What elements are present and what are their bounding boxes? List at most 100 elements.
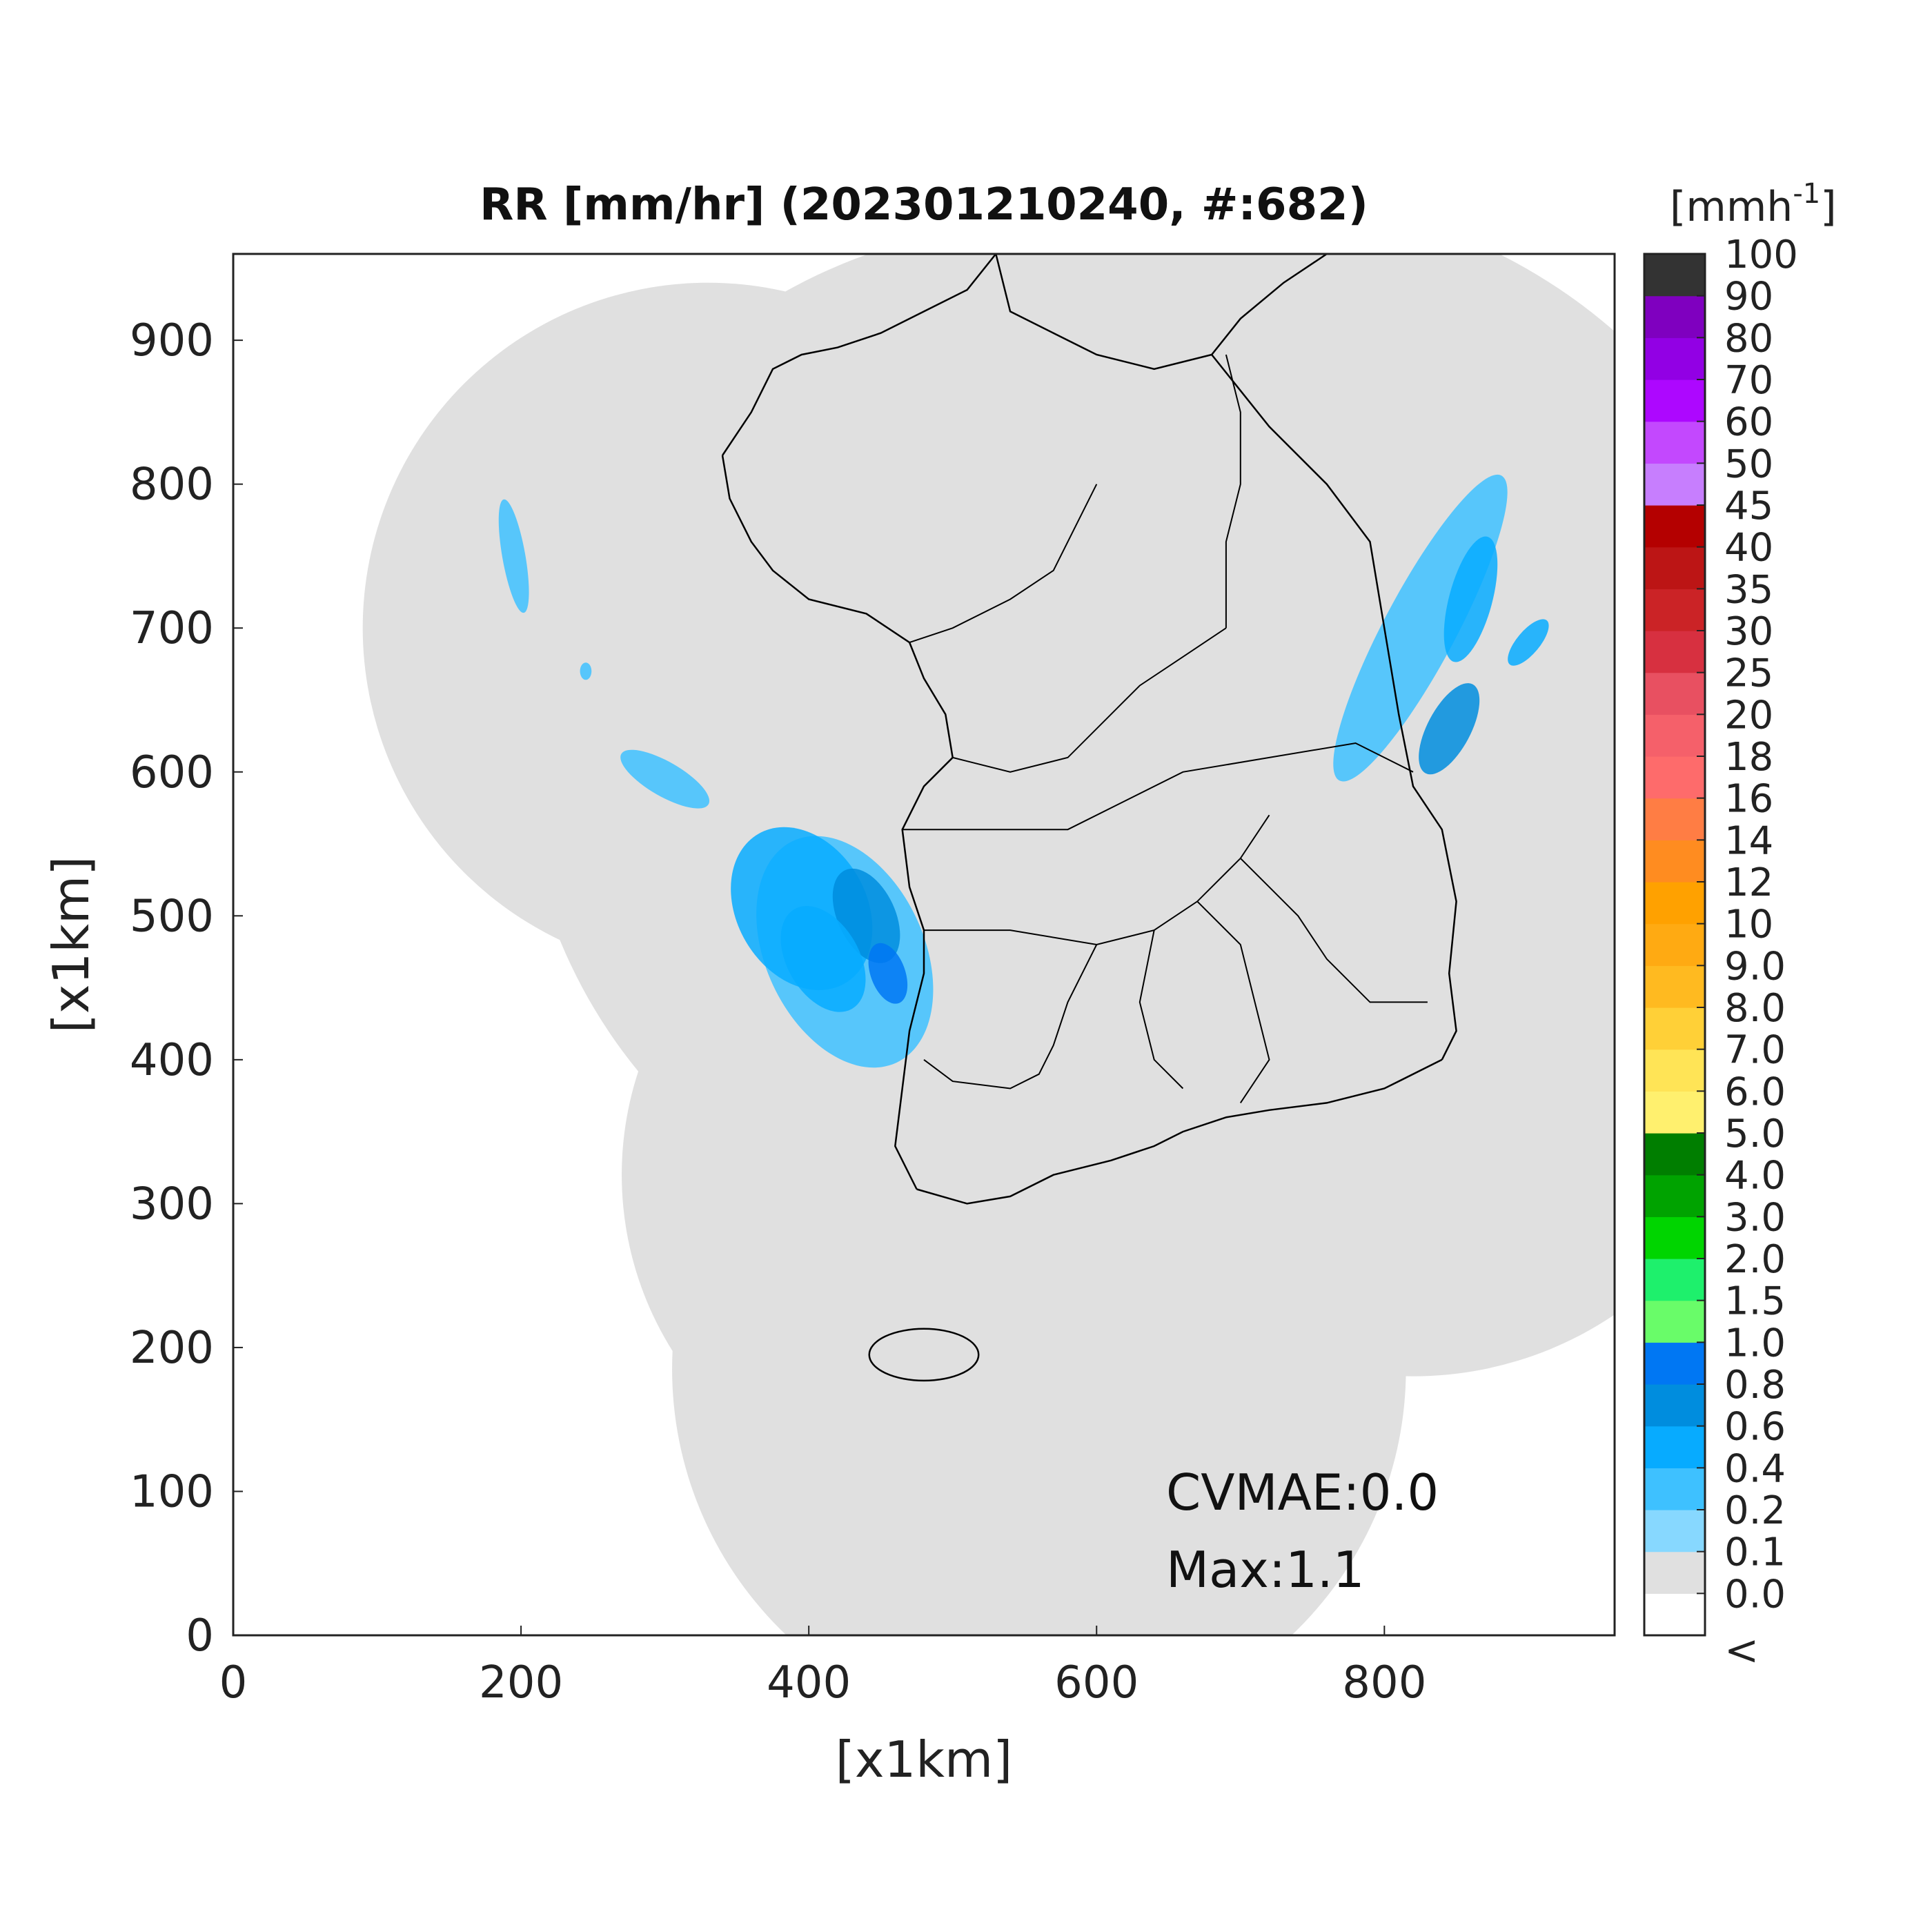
chart-title: RR [mm/hr] (202301210240, #:682) bbox=[480, 179, 1368, 230]
colorbar-swatch bbox=[1644, 254, 1705, 297]
colorbar-swatch bbox=[1644, 923, 1705, 966]
colorbar-frame bbox=[1643, 253, 1706, 1637]
colorbar-swatch bbox=[1644, 1007, 1705, 1050]
colorbar-level-label: 90 bbox=[1724, 275, 1773, 319]
precip-cell bbox=[1333, 474, 1508, 782]
precip-cell bbox=[620, 749, 710, 809]
colorbar-level-label: 0.2 bbox=[1724, 1488, 1786, 1533]
colorbar-swatch bbox=[1644, 1426, 1705, 1468]
x-tick-label: 0 bbox=[219, 1657, 248, 1708]
colorbar-level-label: 7.0 bbox=[1724, 1028, 1786, 1073]
y-tick-label: 500 bbox=[130, 891, 214, 942]
colorbar-level-label: 10 bbox=[1724, 903, 1773, 947]
province-border bbox=[909, 484, 1098, 644]
colorbar-level-label: 12 bbox=[1724, 860, 1773, 905]
colorbar-swatch bbox=[1644, 882, 1705, 925]
coastline bbox=[995, 254, 1328, 371]
colorbar-level-label: 0.1 bbox=[1724, 1530, 1786, 1575]
x-tick-label: 200 bbox=[479, 1657, 563, 1708]
colorbar-level-label: 50 bbox=[1724, 442, 1773, 486]
colorbar-unit: [mmh-1] bbox=[1670, 178, 1837, 231]
y-tick-label: 700 bbox=[130, 603, 214, 654]
y-tick-label: 0 bbox=[186, 1610, 214, 1662]
province-border bbox=[1196, 900, 1270, 1103]
precip-cell bbox=[1443, 536, 1498, 662]
colorbar-swatch bbox=[1644, 1384, 1705, 1427]
colorbar-swatch bbox=[1644, 295, 1705, 338]
colorbar-swatch bbox=[1644, 631, 1705, 673]
province-border bbox=[923, 944, 1098, 1090]
colorbar-level-label: 0.6 bbox=[1724, 1405, 1786, 1450]
colorbar-level-label: 4.0 bbox=[1724, 1154, 1786, 1199]
colorbar-swatch bbox=[1644, 463, 1705, 506]
y-axis-label: [x1km] bbox=[42, 856, 100, 1033]
colorbar-level-label: 40 bbox=[1724, 526, 1773, 571]
colorbar-swatch bbox=[1644, 1593, 1705, 1636]
colorbar: <0.00.10.20.40.60.81.01.52.03.04.05.06.0… bbox=[1643, 233, 1798, 1675]
colorbar-swatch bbox=[1644, 1342, 1705, 1385]
coastline bbox=[721, 254, 997, 456]
colorbar-level-label: 16 bbox=[1724, 777, 1773, 822]
max-annotation: Max:1.1 bbox=[1166, 1541, 1365, 1599]
jeju-island bbox=[868, 1328, 980, 1382]
y-tick-label: 600 bbox=[130, 747, 214, 798]
colorbar-level-label: 60 bbox=[1724, 400, 1773, 445]
colorbar-swatch bbox=[1644, 672, 1705, 715]
colorbar-swatch bbox=[1644, 379, 1705, 422]
colorbar-swatch bbox=[1644, 421, 1705, 464]
colorbar-level-label: 30 bbox=[1724, 609, 1773, 654]
colorbar-swatch bbox=[1644, 337, 1705, 380]
x-axis-label: [x1km] bbox=[836, 1731, 1012, 1788]
colorbar-swatch bbox=[1644, 840, 1705, 883]
colorbar-level-label: 0.4 bbox=[1724, 1446, 1786, 1491]
precipitation-field bbox=[498, 474, 1549, 1068]
colorbar-unit-exponent: -1 bbox=[1793, 178, 1820, 210]
y-tick-label: 300 bbox=[130, 1179, 214, 1230]
colorbar-swatch bbox=[1644, 1510, 1705, 1552]
colorbar-level-label: 18 bbox=[1724, 735, 1773, 780]
colorbar-swatch bbox=[1644, 589, 1705, 631]
province-border bbox=[1240, 858, 1428, 1003]
coverage-circle bbox=[1053, 657, 1615, 1377]
map-layer bbox=[362, 254, 1615, 1635]
colorbar-level-label: 1.5 bbox=[1724, 1279, 1786, 1324]
y-tick-label: 400 bbox=[130, 1035, 214, 1086]
colorbar-level-label: 1.0 bbox=[1724, 1321, 1786, 1366]
colorbar-level-label: 6.0 bbox=[1724, 1070, 1786, 1114]
colorbar-swatch bbox=[1644, 714, 1705, 757]
colorbar-level-label: 3.0 bbox=[1724, 1195, 1786, 1240]
y-axis-ticks: 0 100 200 300 400 500 600 700 800 900 bbox=[130, 315, 243, 1662]
colorbar-level-label: 35 bbox=[1724, 567, 1773, 612]
colorbar-level-label: 0.8 bbox=[1724, 1363, 1786, 1408]
province-borders bbox=[902, 354, 1428, 1103]
colorbar-swatch bbox=[1644, 1091, 1705, 1134]
y-tick-label: 800 bbox=[130, 460, 214, 511]
colorbar-swatch bbox=[1644, 1551, 1705, 1594]
coastline bbox=[916, 1058, 1443, 1205]
colorbar-level-label: 0.0 bbox=[1724, 1572, 1786, 1617]
colorbar-level-label: 25 bbox=[1724, 651, 1773, 696]
colorbar-level-label: 70 bbox=[1724, 358, 1773, 403]
precip-cell bbox=[498, 499, 529, 613]
province-border bbox=[1138, 929, 1184, 1090]
x-tick-label: 400 bbox=[767, 1657, 851, 1708]
plot-frame bbox=[232, 253, 1616, 1637]
cvmae-annotation: CVMAE:0.0 bbox=[1166, 1463, 1439, 1521]
y-tick-label: 200 bbox=[130, 1323, 214, 1374]
x-tick-label: 800 bbox=[1342, 1657, 1426, 1708]
colorbar-level-label: 9.0 bbox=[1724, 944, 1786, 989]
x-tick-label: 600 bbox=[1054, 1657, 1138, 1708]
colorbar-swatch bbox=[1644, 546, 1705, 589]
precip-cell bbox=[1419, 683, 1480, 775]
colorbar-level-label: 2.0 bbox=[1724, 1237, 1786, 1282]
colorbar-swatch bbox=[1644, 1216, 1705, 1259]
colorbar-swatch bbox=[1644, 1133, 1705, 1176]
province-border bbox=[1225, 354, 1241, 629]
colorbar-level-label: 20 bbox=[1724, 693, 1773, 738]
colorbar-below-label: < bbox=[1724, 1626, 1759, 1675]
colorbar-unit-base: [mmh bbox=[1670, 183, 1793, 231]
coastline bbox=[1211, 354, 1457, 1061]
colorbar-swatch bbox=[1644, 1174, 1705, 1217]
precip-cell bbox=[580, 662, 592, 680]
